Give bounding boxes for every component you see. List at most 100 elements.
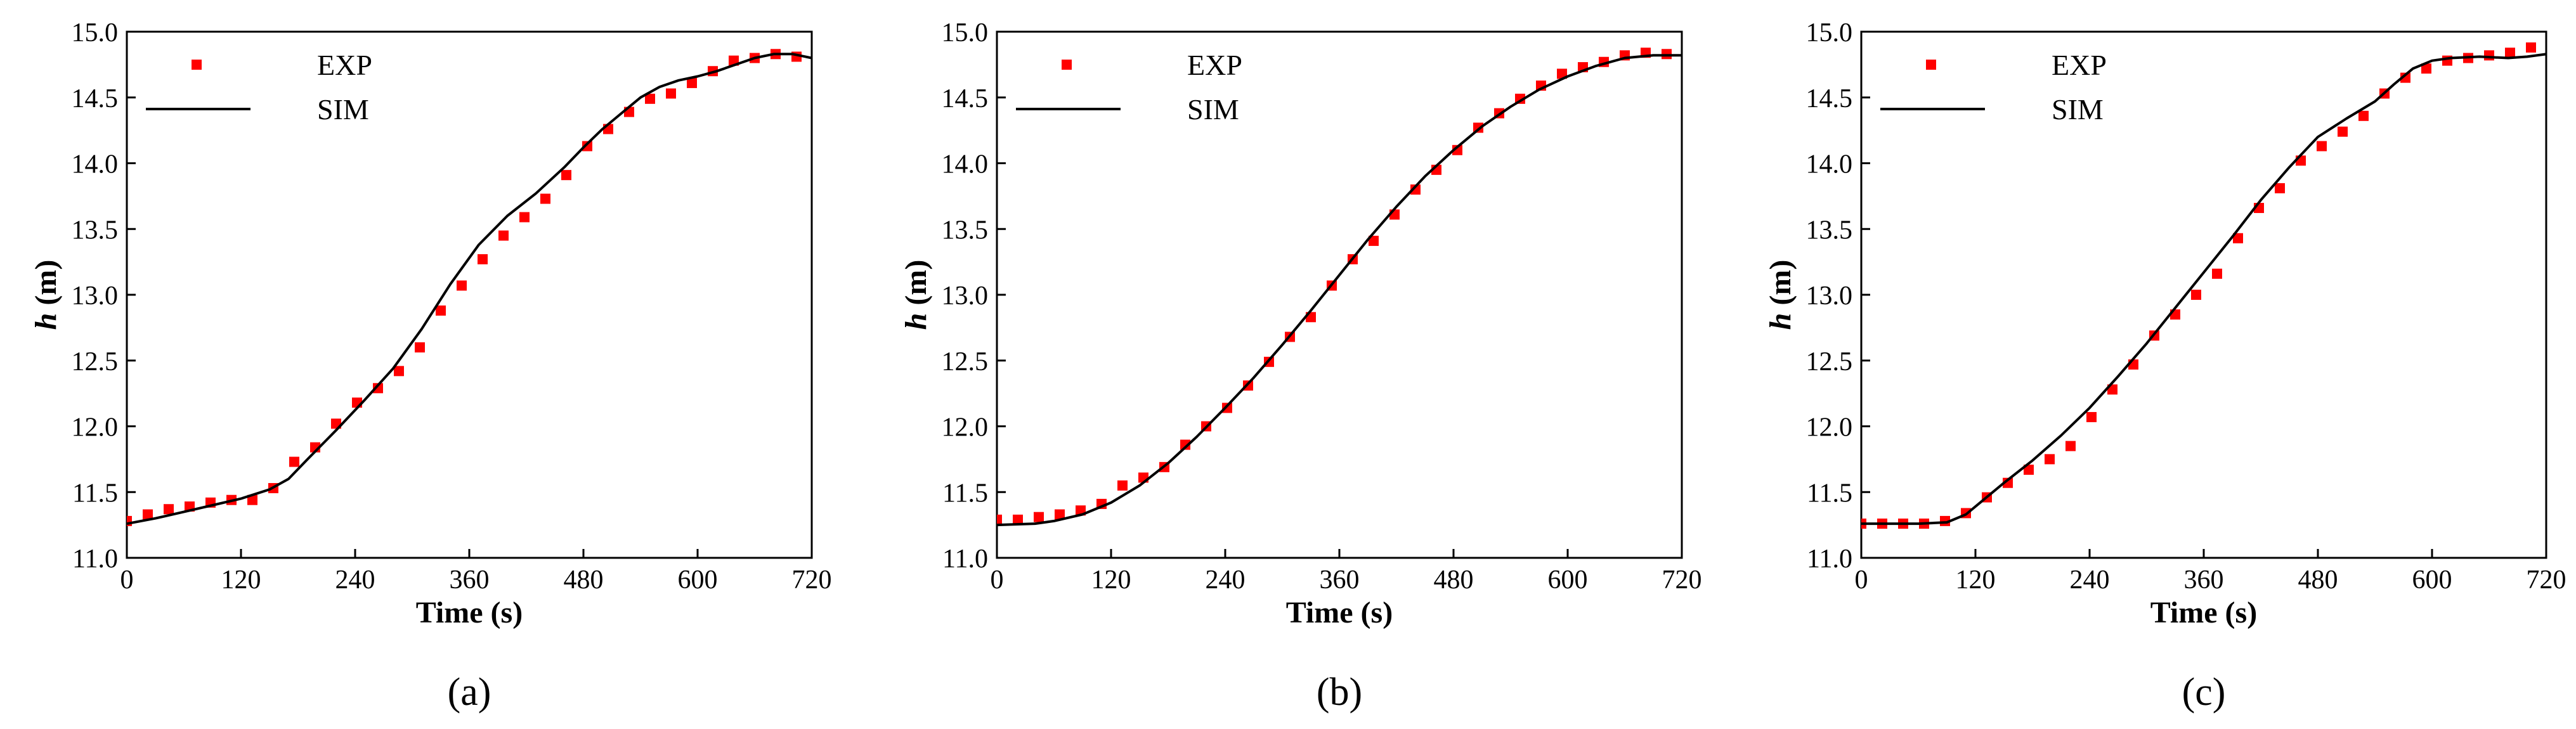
y-tick-label: 14.5 [942, 84, 989, 113]
x-tick-label: 120 [221, 565, 261, 595]
exp-point [478, 254, 488, 264]
exp-point [2526, 42, 2536, 53]
y-tick-label: 11.5 [942, 479, 988, 508]
exp-point [2233, 233, 2243, 243]
exp-point [2338, 126, 2348, 137]
exp-point [498, 230, 509, 241]
chart-panel-1: 0 120 240 360 480 600 720 11.0 11.5 12.0 12.5 13.0 1… [29, 18, 832, 714]
exp-point [2484, 50, 2494, 61]
y-tick-label: 12.0 [942, 413, 989, 442]
legend-exp-marker [192, 60, 202, 70]
exp-point [1410, 184, 1421, 195]
y-axis-unit: (m) [29, 260, 63, 313]
legend-exp-label: EXP [317, 49, 372, 81]
y-tick-label: 13.0 [72, 281, 119, 311]
y-tick-label: 12.5 [72, 347, 119, 377]
sim-line [127, 53, 812, 526]
y-axis-variable: h [29, 313, 63, 330]
exp-point [645, 93, 655, 104]
y-tick-label: 12.0 [72, 413, 119, 442]
x-axis-title: Time (s) [2150, 596, 2257, 629]
exp-point [997, 514, 1002, 525]
legend-exp-label: EXP [1187, 49, 1242, 81]
y-tick-label: 12.5 [1806, 347, 1853, 377]
exp-point [561, 170, 571, 181]
x-tick-label: 600 [678, 565, 718, 595]
chart-panel-3: 0 120 240 360 480 600 720 11.0 11.5 12.0 12.5 13.0 1… [1764, 18, 2566, 714]
y-tick-label: 11.0 [942, 545, 988, 574]
x-tick-label: 0 [1855, 565, 1868, 595]
x-tick-label: 360 [450, 565, 490, 595]
legend: EXP SIM [1016, 49, 1242, 126]
y-tick-label: 15.0 [72, 18, 119, 48]
x-tick-label: 720 [1662, 565, 1702, 595]
y-tick-label: 15.0 [1806, 18, 1853, 48]
panel-caption: (b) [1317, 671, 1362, 714]
x-tick-label: 240 [1206, 565, 1246, 595]
exp-point [2086, 411, 2097, 422]
y-tick-label: 12.0 [1806, 413, 1853, 442]
exp-point [1117, 480, 1128, 491]
legend: EXP SIM [146, 49, 372, 126]
exp-point [394, 366, 404, 377]
y-tick-label: 14.0 [1806, 150, 1853, 179]
plot-area [127, 49, 812, 526]
exp-point [1013, 514, 1023, 525]
y-tick-label: 14.0 [72, 150, 119, 179]
plot-frame [126, 30, 813, 559]
y-tick-label: 13.0 [1806, 281, 1853, 311]
exp-point [2400, 72, 2410, 83]
exp-point [582, 141, 592, 152]
exp-point [1557, 68, 1567, 79]
exp-point [1034, 512, 1044, 522]
legend: EXP SIM [1880, 49, 2107, 126]
exp-point [164, 504, 174, 515]
legend-sim-label: SIM [2052, 93, 2104, 126]
x-tick-label: 600 [2412, 565, 2452, 595]
plot-frame [996, 30, 1683, 559]
y-axis-variable: h [1764, 313, 1797, 330]
exp-point [373, 383, 383, 394]
legend-exp-marker [1062, 60, 1072, 70]
legend-exp-marker [1926, 60, 1936, 70]
exp-point [2065, 441, 2076, 451]
y-tick-label: 11.5 [72, 479, 118, 508]
x-tick-label: 480 [564, 565, 604, 595]
y-axis-unit: (m) [899, 260, 933, 313]
y-axis-title: h (m) [1764, 260, 1797, 330]
y-tick-label: 11.5 [1807, 479, 1852, 508]
x-axis-title: Time (s) [1286, 596, 1393, 629]
exp-point [1180, 439, 1190, 450]
x-tick-label: 240 [2070, 565, 2110, 595]
exp-point [1222, 403, 1232, 413]
exp-point [1662, 49, 1672, 60]
y-tick-label: 13.5 [942, 216, 989, 245]
exp-point [1369, 235, 1379, 246]
y-axis-title: h (m) [29, 260, 63, 330]
sim-line [997, 54, 1682, 527]
exp-point [2045, 454, 2055, 465]
x-tick-label: 360 [2184, 565, 2224, 595]
exp-point [2191, 290, 2201, 300]
exp-point [457, 280, 467, 291]
panel-caption: (a) [448, 671, 491, 714]
x-tick-label: 0 [991, 565, 1004, 595]
exp-point [519, 212, 530, 223]
chart-panel-2: 0 120 240 360 480 600 720 11.0 11.5 12.0 12.5 13.0 1… [899, 18, 1702, 714]
exp-point [436, 305, 446, 316]
exp-point [2024, 464, 2034, 475]
exp-point [247, 494, 257, 505]
y-tick-label: 13.5 [1806, 216, 1853, 245]
plot-frame [1860, 30, 2547, 559]
x-tick-label: 120 [1091, 565, 1131, 595]
exp-point [289, 456, 299, 467]
y-tick-label: 12.5 [942, 347, 989, 377]
x-tick-label: 600 [1548, 565, 1588, 595]
exp-point [687, 77, 697, 88]
exp-point [143, 509, 153, 520]
x-tick-label: 240 [335, 565, 375, 595]
sim-line [1861, 53, 2546, 526]
y-axis-variable: h [899, 313, 933, 330]
x-tick-label: 480 [1434, 565, 1474, 595]
x-tick-label: 480 [2298, 565, 2338, 595]
